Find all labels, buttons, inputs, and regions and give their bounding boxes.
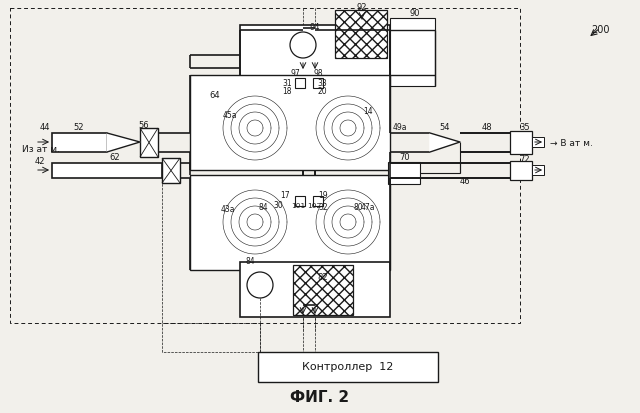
Bar [295,196,305,206]
Text: Из ат м.: Из ат м. [22,145,60,154]
Text: 64: 64 [210,90,220,100]
Bar [240,262,390,317]
Text: 70: 70 [400,152,410,161]
Text: 35: 35 [520,123,531,131]
Text: 20: 20 [317,88,327,97]
Text: 52: 52 [74,123,84,133]
Bar [52,163,162,178]
Circle shape [247,272,273,298]
Text: 45a: 45a [223,111,237,119]
Bar [335,10,387,58]
Text: → В ат м.: → В ат м. [550,138,593,147]
Bar [510,131,532,154]
Text: 32: 32 [318,202,328,211]
Text: 19: 19 [318,190,328,199]
Text: 94: 94 [310,24,320,33]
Text: 47a: 47a [361,204,375,213]
Bar [388,162,420,184]
Text: 49a: 49a [393,123,407,133]
Text: 62: 62 [109,154,120,162]
Text: 18: 18 [282,88,292,97]
Bar [510,161,532,180]
Bar [258,352,438,382]
Bar [240,25,390,80]
Bar [532,165,544,175]
Text: 33: 33 [317,78,327,88]
Bar [162,158,180,183]
Text: 90: 90 [410,9,420,19]
Text: 97: 97 [290,69,300,78]
Text: 46: 46 [460,178,470,187]
Bar [313,78,323,88]
Bar [52,133,107,152]
Text: 44: 44 [40,123,51,131]
Text: 48: 48 [482,123,492,131]
Bar [390,18,435,86]
Bar [295,78,305,88]
Text: 101: 101 [291,203,305,209]
Bar [190,175,390,270]
Text: 80: 80 [353,202,363,211]
Text: 30: 30 [273,200,283,209]
Polygon shape [430,133,460,152]
Text: 92: 92 [356,2,367,12]
Text: 42: 42 [35,157,45,166]
Text: 43a: 43a [221,206,236,214]
Text: 54: 54 [440,123,451,131]
Bar [140,128,158,157]
Text: ФИГ. 2: ФИГ. 2 [291,391,349,406]
Text: 14: 14 [363,107,373,116]
Bar [190,75,390,170]
Text: 82: 82 [317,273,328,282]
Bar [313,196,323,206]
Text: Контроллер  12: Контроллер 12 [302,362,394,372]
Text: 84: 84 [258,202,268,211]
Circle shape [290,32,316,58]
Text: 72: 72 [520,156,531,164]
Polygon shape [107,133,140,152]
Text: 102: 102 [307,203,321,209]
Bar [293,265,353,315]
Bar [10,8,520,323]
Bar [532,137,544,147]
Text: 84: 84 [245,257,255,266]
Text: 56: 56 [139,121,149,130]
Text: 31: 31 [282,78,292,88]
Text: 200: 200 [591,25,609,35]
Text: 17: 17 [280,190,290,199]
Text: 98: 98 [313,69,323,78]
